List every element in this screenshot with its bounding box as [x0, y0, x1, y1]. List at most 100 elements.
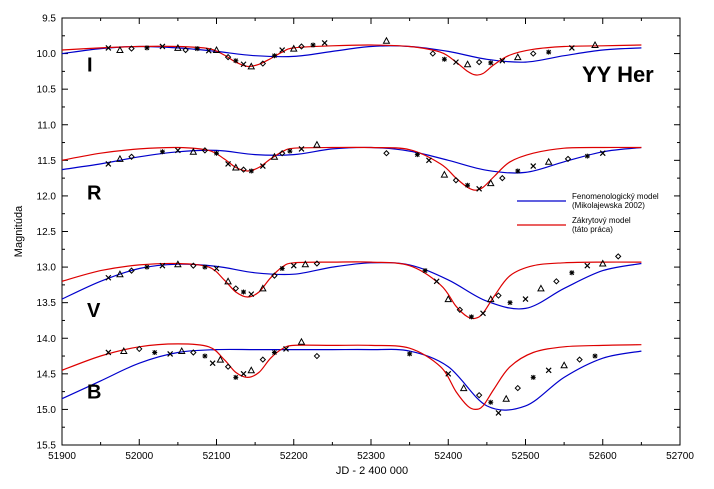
data-point	[233, 374, 239, 380]
x-tick-label: 52100	[203, 451, 231, 462]
y-tick-label: 11.0	[37, 120, 56, 131]
data-point	[468, 314, 474, 320]
data-point	[422, 268, 428, 274]
data-point	[152, 349, 158, 355]
chart-title: YY Her	[582, 62, 654, 87]
data-point	[495, 410, 502, 416]
data-point	[614, 253, 622, 260]
model-curves	[61, 44, 642, 411]
data-point	[313, 140, 321, 148]
data-point	[289, 44, 298, 52]
observation-points	[105, 36, 622, 416]
data-point	[584, 153, 590, 159]
data-point	[553, 278, 560, 285]
data-point	[429, 50, 437, 57]
model-curve-B	[61, 343, 642, 411]
data-point	[182, 46, 189, 54]
data-point	[537, 284, 545, 292]
data-point	[459, 384, 468, 392]
model-curve-R	[61, 146, 642, 174]
data-point	[105, 349, 112, 356]
data-point	[545, 367, 552, 374]
data-point	[407, 351, 413, 357]
data-point	[202, 353, 208, 359]
x-tick-label: 52300	[357, 451, 385, 462]
data-point	[224, 277, 232, 285]
legend-label: Fenomenologický model	[572, 192, 659, 201]
data-point	[598, 259, 607, 267]
band-label-I: I	[87, 54, 93, 76]
data-point	[167, 350, 174, 357]
data-point	[105, 274, 112, 281]
y-tick-label: 15.0	[37, 405, 57, 416]
data-point	[475, 391, 483, 399]
data-point	[313, 352, 321, 360]
y-tick-label: 9.5	[42, 14, 56, 25]
data-point	[584, 262, 591, 269]
data-point	[232, 285, 240, 292]
data-point	[216, 355, 225, 363]
data-point	[270, 152, 279, 160]
x-tick-label: 52200	[280, 451, 308, 462]
data-point	[441, 56, 447, 62]
data-point	[159, 262, 166, 269]
data-point	[259, 356, 267, 363]
data-point	[190, 262, 197, 269]
data-point	[515, 168, 521, 174]
data-point	[499, 57, 506, 64]
y-tick-label: 12.0	[37, 191, 57, 202]
data-point	[116, 270, 124, 278]
data-point	[310, 42, 316, 48]
data-point	[128, 267, 135, 274]
data-point	[544, 157, 553, 165]
data-point	[214, 150, 219, 156]
data-point	[426, 157, 432, 164]
data-point	[128, 45, 135, 52]
data-point	[213, 265, 220, 272]
data-point	[592, 353, 598, 359]
data-point	[321, 39, 328, 46]
data-point	[271, 272, 278, 279]
data-point	[298, 43, 305, 50]
data-point	[189, 147, 198, 155]
band-label-V: V	[87, 300, 101, 322]
data-point	[480, 310, 486, 317]
data-point	[465, 182, 471, 188]
data-point	[271, 53, 277, 59]
data-point	[247, 366, 256, 374]
data-point	[452, 177, 460, 184]
data-point	[279, 47, 286, 53]
data-point	[507, 300, 513, 306]
data-point	[116, 154, 124, 162]
data-point	[486, 295, 495, 303]
data-point	[290, 262, 297, 269]
data-point	[456, 306, 464, 313]
data-point	[475, 58, 483, 66]
data-point	[287, 148, 293, 154]
data-point	[177, 347, 186, 355]
x-tick-label: 52600	[589, 451, 617, 462]
data-point	[530, 374, 536, 380]
data-point	[530, 163, 537, 169]
data-point	[599, 150, 606, 157]
data-point	[445, 370, 452, 377]
data-point	[247, 62, 256, 70]
data-point	[568, 44, 575, 51]
data-point	[259, 163, 266, 169]
legend: Fenomenologický model(Mikolajewska 2002)…	[517, 192, 659, 234]
y-tick-label: 11.5	[37, 156, 56, 167]
data-point	[105, 160, 112, 167]
data-point	[240, 166, 247, 173]
data-point	[224, 53, 232, 61]
y-tick-label: 14.5	[37, 369, 57, 380]
data-point	[522, 296, 529, 303]
data-point	[283, 346, 289, 352]
data-point	[202, 264, 208, 270]
data-point	[205, 47, 212, 54]
data-point	[201, 147, 209, 154]
model-curve-V	[61, 261, 642, 310]
data-point	[279, 266, 285, 272]
data-point	[433, 278, 440, 285]
data-point	[240, 61, 247, 68]
y-tick-label: 12.5	[37, 227, 57, 238]
